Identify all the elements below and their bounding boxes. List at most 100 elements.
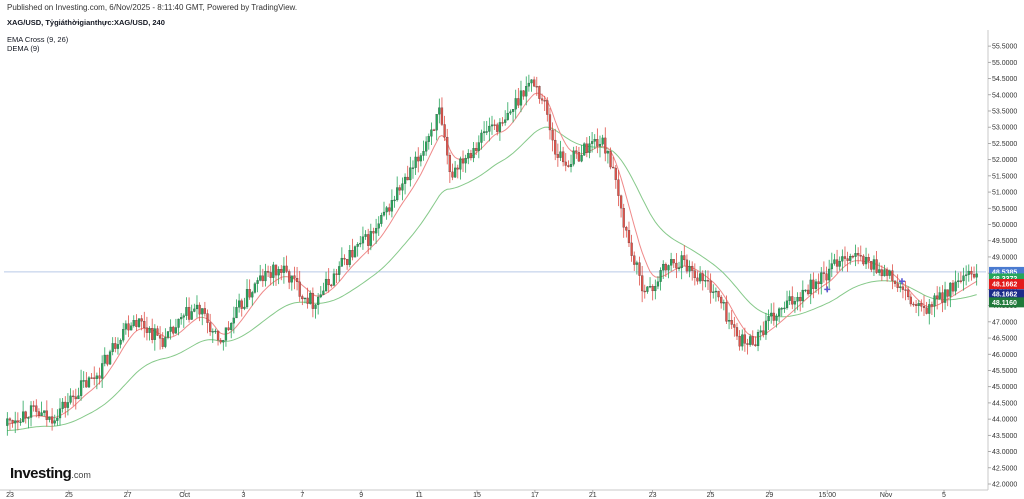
candle-body xyxy=(561,151,565,163)
candle-body xyxy=(946,289,949,297)
candle-body xyxy=(530,79,533,84)
candle-body xyxy=(820,272,823,285)
candle-body xyxy=(174,327,178,334)
candle-body xyxy=(385,207,388,213)
candle-body xyxy=(398,187,401,191)
candle-body xyxy=(182,315,185,318)
candle-body xyxy=(922,306,926,308)
candle-body xyxy=(612,166,615,169)
candle-body xyxy=(151,328,154,340)
candle-body xyxy=(143,321,146,328)
candle-body xyxy=(780,308,783,310)
candle-body xyxy=(714,290,718,293)
published-caption: Published on Investing.com, 6/Nov/2025 -… xyxy=(7,3,298,12)
candle-body xyxy=(791,296,794,305)
candle-body xyxy=(430,129,433,137)
y-tick-label: 55.0000 xyxy=(992,60,1017,67)
candle-body xyxy=(585,143,588,153)
candle-body xyxy=(556,154,559,158)
candle-body xyxy=(351,250,354,258)
candle-body xyxy=(743,334,747,344)
candle-body xyxy=(617,179,620,196)
candle-body xyxy=(372,231,375,234)
candle-body xyxy=(569,164,573,167)
candle-body xyxy=(29,405,33,418)
candle-body xyxy=(954,281,957,292)
candle-body xyxy=(849,255,852,261)
candle-body xyxy=(303,297,307,300)
candle-body xyxy=(338,266,341,275)
candle-body xyxy=(79,380,83,396)
candle-body xyxy=(227,327,230,330)
candle-body xyxy=(598,144,602,147)
candle-body xyxy=(119,340,122,345)
candle-body xyxy=(914,304,918,306)
candle-body xyxy=(725,302,728,322)
candle-body xyxy=(461,158,465,164)
x-tick-label: Oct xyxy=(179,492,190,499)
y-tick-label: 49.0000 xyxy=(992,254,1017,261)
x-tick-label: 25 xyxy=(65,492,73,499)
candle-body xyxy=(419,155,423,162)
candle-body xyxy=(290,275,293,283)
symbol-title: XAG/USD, Tỷgiáthờigianthực:XAG/USD, 240 xyxy=(7,18,165,27)
candle-body xyxy=(525,86,528,97)
candle-body xyxy=(58,408,62,419)
candle-body xyxy=(949,282,952,297)
candle-body xyxy=(35,405,38,412)
candle-body xyxy=(783,307,786,310)
ema-fast-path xyxy=(7,92,977,425)
candle-body xyxy=(830,263,833,270)
candle-body xyxy=(427,136,430,142)
candle-body xyxy=(140,318,143,322)
candle-body xyxy=(883,269,886,277)
candle-body xyxy=(498,122,502,132)
logo-text: Investing xyxy=(10,465,72,482)
candle-body xyxy=(938,292,941,299)
candle-body xyxy=(564,161,567,166)
candle-body xyxy=(93,377,96,379)
y-tick-label: 53.0000 xyxy=(992,125,1017,132)
candle-body xyxy=(828,268,831,281)
x-tick-label: 15 xyxy=(473,492,481,499)
candle-body xyxy=(388,207,391,212)
candle-body xyxy=(551,129,554,141)
y-tick-label: 46.5000 xyxy=(992,336,1017,343)
candle-body xyxy=(359,242,362,245)
candle-body xyxy=(314,304,317,309)
candle-body xyxy=(838,261,841,267)
candle-body xyxy=(172,326,175,334)
candle-body xyxy=(688,265,691,272)
candle-body xyxy=(377,223,380,229)
candle-body xyxy=(627,230,631,244)
candle-body xyxy=(95,375,99,379)
price-tag-bg xyxy=(989,273,1024,284)
y-tick-label: 53.5000 xyxy=(992,108,1017,115)
candle-body xyxy=(572,150,575,165)
y-tick-label: 46.0000 xyxy=(992,352,1017,359)
candle-body xyxy=(896,283,899,288)
x-tick-label: 3 xyxy=(242,492,246,499)
candle-body xyxy=(596,138,599,147)
candle-body xyxy=(369,231,372,246)
y-tick-label: 52.0000 xyxy=(992,157,1017,164)
indicator-dema-label: DEMA (9) xyxy=(7,44,40,53)
candle-body xyxy=(432,129,436,131)
candle-body xyxy=(330,284,333,287)
candle-body xyxy=(24,411,27,419)
candle-body xyxy=(122,329,125,341)
candle-body xyxy=(762,330,765,335)
candle-body xyxy=(546,100,549,115)
candle-body xyxy=(693,270,696,279)
candle-body xyxy=(14,420,17,424)
candle-body xyxy=(380,215,383,224)
candle-body xyxy=(98,375,101,379)
candle-body xyxy=(129,325,133,331)
candle-body xyxy=(548,114,552,131)
candle-body xyxy=(438,107,441,115)
price-tag-label: 48.1662 xyxy=(992,292,1017,299)
y-tick-label: 42.5000 xyxy=(992,465,1017,472)
candle-body xyxy=(899,286,902,288)
candle-body xyxy=(751,336,754,345)
